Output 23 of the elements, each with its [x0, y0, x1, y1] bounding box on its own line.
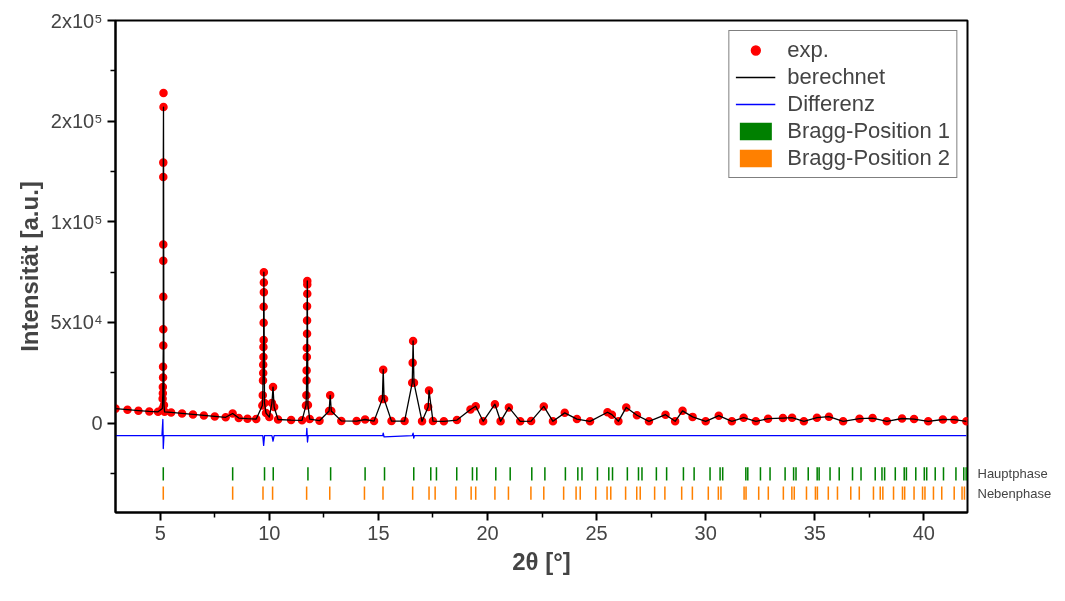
x-tick-label: 40	[912, 521, 935, 544]
y-tick-label: 5x10⁴	[50, 311, 103, 334]
x-axis-title: 2θ [°]	[512, 547, 571, 575]
line-series	[115, 418, 968, 450]
x-tick-label: 10	[258, 521, 281, 544]
y-tick-label: 2x10⁵	[50, 110, 103, 133]
legend-label: Bragg-Position 2	[787, 145, 950, 171]
x-tick-label: 30	[694, 521, 717, 544]
legend-label: berechnet	[787, 64, 886, 90]
x-tick-label: 20	[476, 521, 499, 544]
y-axis-title: Intensität [a.u.]	[15, 181, 43, 352]
y-tick-label: 1x10⁵	[50, 210, 103, 233]
x-tick-label: 5	[154, 521, 166, 544]
x-tick-label: 35	[803, 521, 826, 544]
x-tick-label: 15	[367, 521, 390, 544]
y-tick-label: 0	[91, 412, 103, 435]
x-tick-label: 25	[585, 521, 608, 544]
legend-label: Differenz	[787, 91, 875, 117]
annotation: Hauptphase	[977, 466, 1048, 482]
y-tick-label: 2x10⁵	[50, 9, 103, 32]
legend-label: exp.	[787, 37, 829, 63]
annotation: Nebenphase	[977, 485, 1052, 501]
legend-label: Bragg-Position 1	[787, 118, 950, 144]
